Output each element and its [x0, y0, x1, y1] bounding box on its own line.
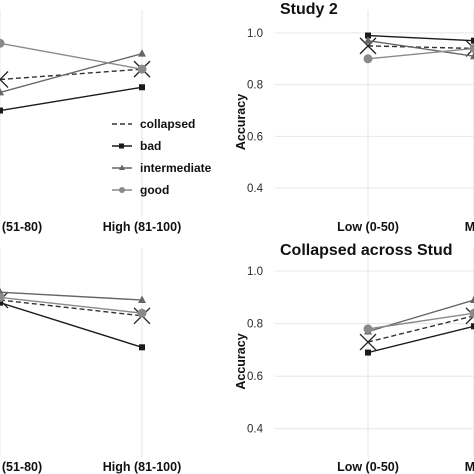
- data-point-bad: [139, 344, 145, 351]
- panel-title: Collapsed across Stud: [280, 242, 453, 259]
- data-point-intermediate: [470, 295, 474, 304]
- x-tick-label: Low (0-50): [337, 460, 399, 474]
- data-point-bad: [0, 107, 3, 114]
- y-tick-label: 0.4: [247, 183, 264, 195]
- y-tick-label: 0.6: [247, 371, 263, 383]
- x-tick-label: Low (0-50): [337, 220, 399, 234]
- x-tick-label: (51-80): [2, 220, 42, 234]
- data-point-good: [363, 324, 373, 334]
- series-line-intermediate: [0, 52, 143, 94]
- series-line-good: [0, 42, 143, 70]
- data-point-good: [137, 64, 147, 74]
- data-point-collapsed-a: [465, 307, 474, 317]
- data-point-collapsed-b: [0, 71, 9, 81]
- panel-bottom-left: (51-80) High (81-100): [0, 248, 181, 474]
- y-tick-label: 0.8: [247, 319, 263, 331]
- series-line-bad: [0, 86, 143, 112]
- data-point-intermediate: [364, 36, 372, 44]
- series-line-intermediate: [0, 291, 143, 301]
- legend-marker-intermediate: [119, 164, 125, 170]
- y-tick-label: 0.4: [247, 424, 264, 436]
- data-point-collapsed-b: [0, 291, 9, 301]
- data-point-bad: [365, 32, 371, 39]
- series-line-bad: [367, 34, 474, 42]
- panel-bottom-right: 0.4 0.6 0.8 1.0 Accuracy Collapsed across Stu…: [234, 242, 474, 474]
- legend-label-good: good: [140, 183, 169, 197]
- data-point-good: [469, 308, 474, 318]
- data-point-good: [0, 38, 5, 48]
- series-line-good: [367, 312, 474, 330]
- series-line-collapsed: [367, 45, 474, 50]
- data-point-collapsed-a: [0, 299, 9, 309]
- series-line-collapsed: [0, 68, 143, 81]
- data-point-bad: [139, 84, 145, 91]
- data-point-intermediate: [470, 51, 474, 60]
- data-point-good: [137, 308, 147, 318]
- series-line-intermediate: [367, 40, 474, 57]
- series-line-bad: [367, 325, 474, 354]
- data-point-bad: [365, 349, 371, 356]
- data-point-good: [0, 292, 5, 302]
- legend-label-collapsed: collapsed: [140, 117, 195, 131]
- panel-title: Study 2: [280, 1, 338, 18]
- data-point-collapsed-b: [465, 47, 474, 57]
- data-point-collapsed-b: [359, 37, 377, 55]
- data-point-good: [469, 43, 474, 53]
- data-point-bad: [0, 299, 3, 306]
- data-point-collapsed-a: [0, 78, 9, 88]
- series-line-collapsed: [0, 299, 143, 317]
- y-tick-label: 0.6: [247, 131, 263, 143]
- y-axis-label: Accuracy: [234, 94, 248, 150]
- legend-marker-good: [119, 187, 125, 193]
- data-point-bad: [471, 37, 474, 44]
- y-axis-label: Accuracy: [234, 333, 248, 389]
- data-point-collapsed-b: [359, 333, 377, 351]
- x-tick-label: High (81-100): [103, 460, 182, 474]
- legend-label-intermediate: intermediate: [140, 161, 212, 175]
- data-point-collapsed-a: [465, 39, 474, 50]
- data-point-intermediate: [138, 49, 146, 57]
- legend: collapsed bad intermediate good: [112, 117, 212, 197]
- legend-label-bad: bad: [140, 139, 161, 153]
- y-tick-label: 0.8: [247, 80, 263, 92]
- series-line-good: [0, 296, 143, 314]
- x-tick-label: (51-80): [2, 460, 42, 474]
- data-point-intermediate: [138, 295, 146, 304]
- x-tick-label: High (81-100): [103, 220, 182, 234]
- data-point-good: [363, 54, 373, 64]
- legend-marker-bad: [119, 143, 124, 149]
- x-tick-label: M: [465, 460, 474, 474]
- x-tick-label: M: [465, 220, 474, 234]
- panel-top-right: 0.4 0.6 0.8 1.0 Accuracy Study 2 Low (0-50) M: [234, 1, 474, 234]
- data-point-bad: [471, 323, 474, 330]
- y-tick-label: 1.0: [247, 28, 263, 40]
- series-line-bad: [0, 301, 143, 348]
- series-line-good: [367, 47, 474, 60]
- y-tick-label: 1.0: [247, 266, 263, 278]
- panel-top-left: (51-80) High (81-100): [0, 10, 181, 234]
- data-point-intermediate: [0, 87, 4, 96]
- series-line-collapsed: [367, 315, 474, 343]
- data-point-collapsed-b: [465, 314, 474, 325]
